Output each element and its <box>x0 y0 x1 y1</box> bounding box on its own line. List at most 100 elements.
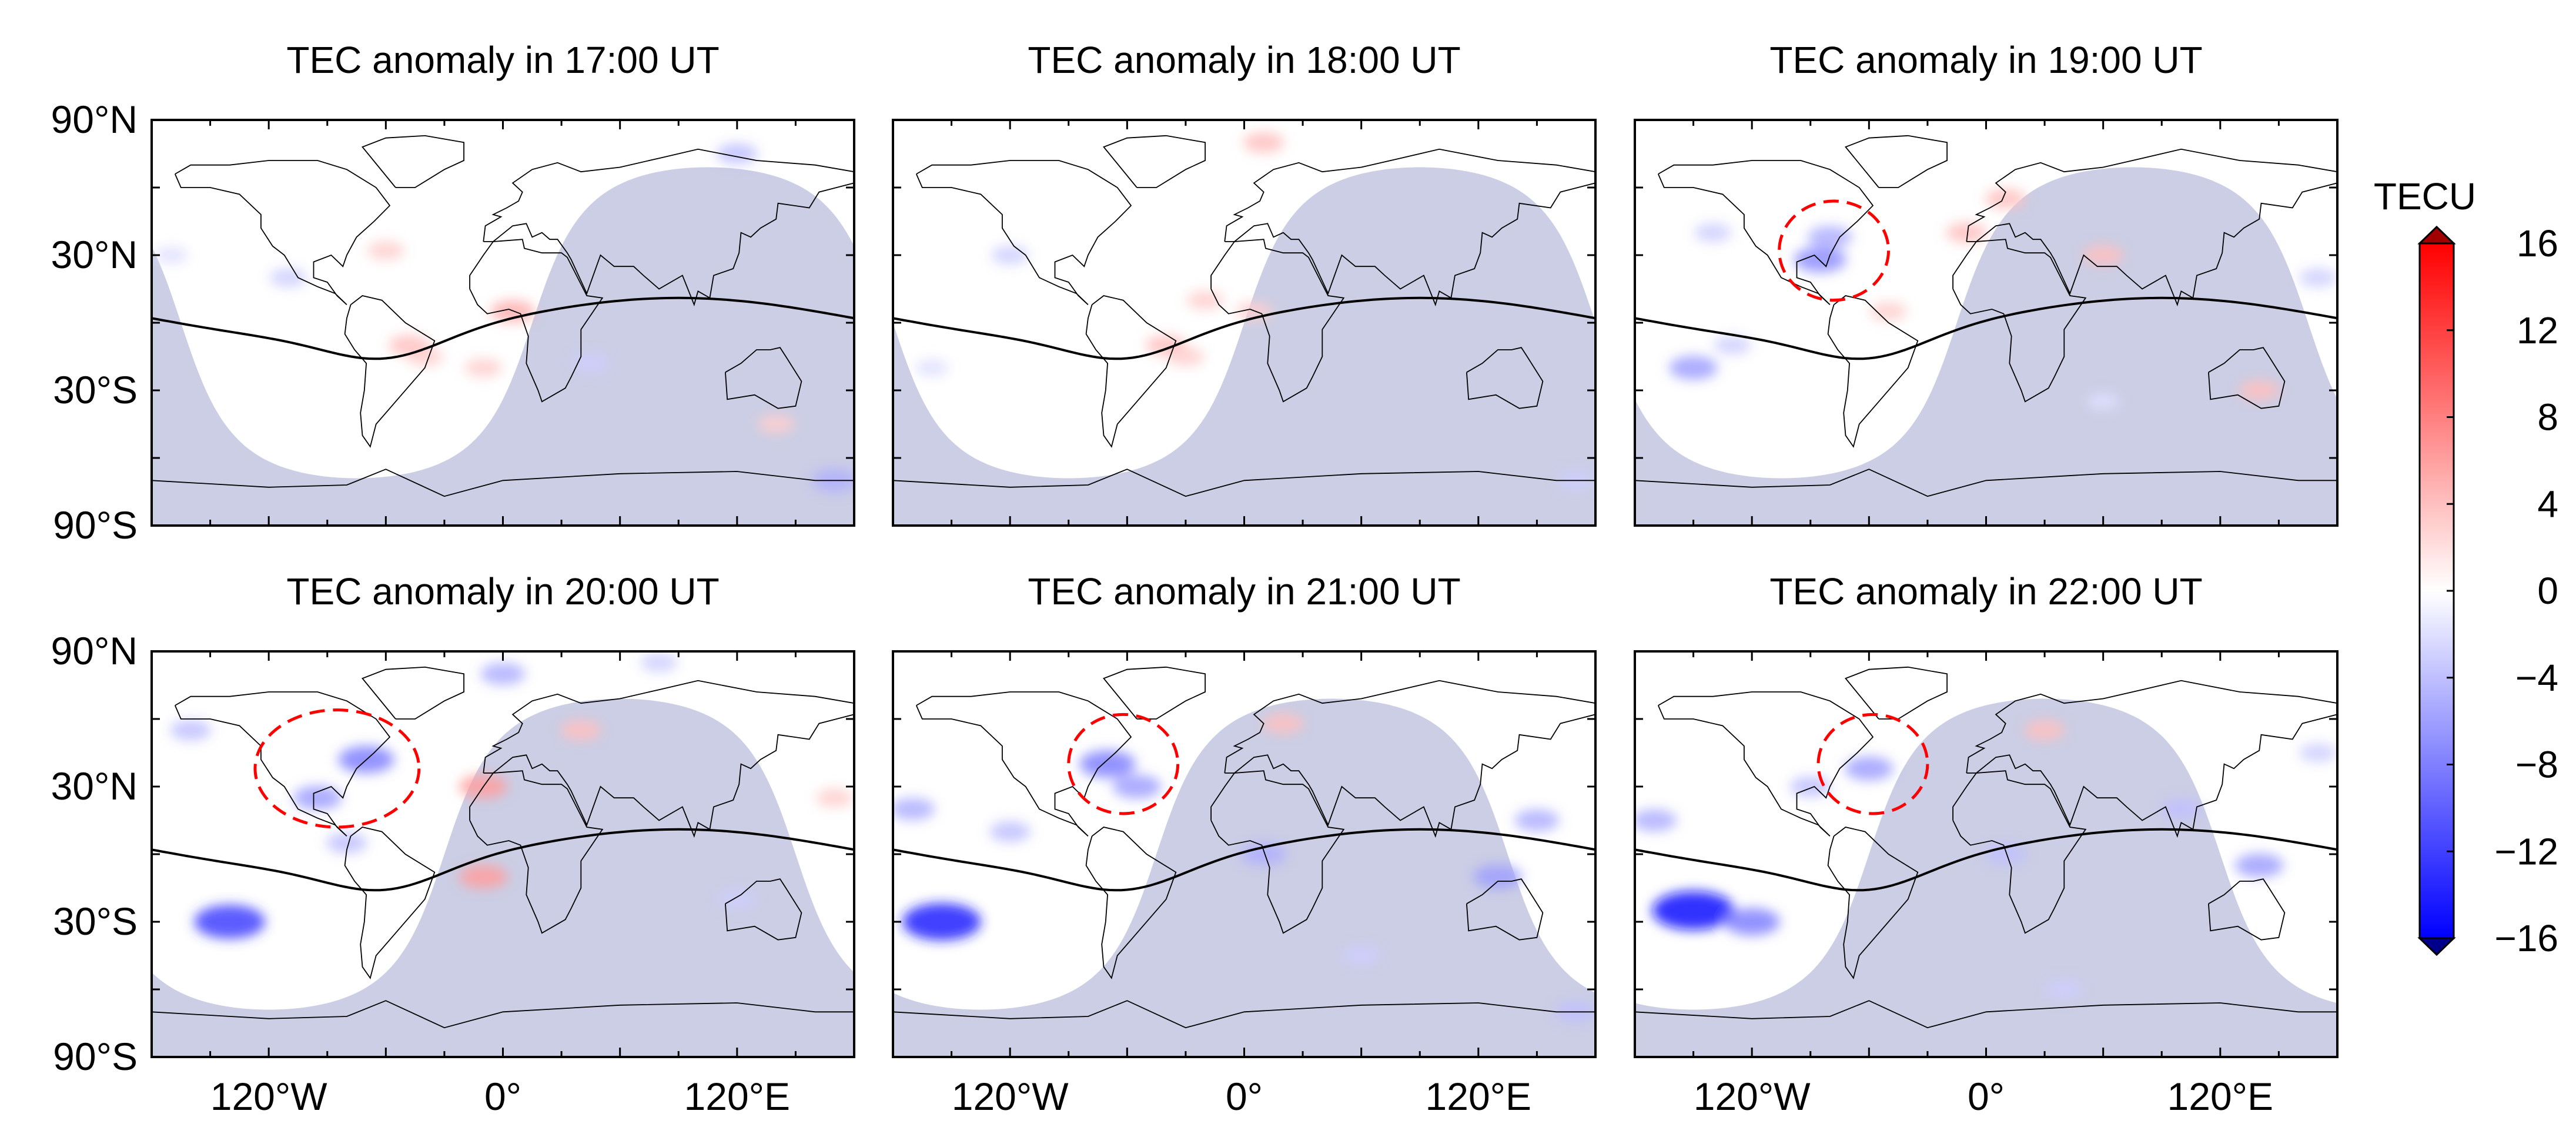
map-panel-3: TEC anomaly in 19:00 UT <box>1634 39 2339 527</box>
colorbar-tick-label: 12 <box>2517 309 2558 352</box>
anomaly-layer <box>893 713 1595 1022</box>
magnetic-equator-line <box>893 828 1595 892</box>
coastline <box>725 878 802 941</box>
anomaly-blob <box>902 903 981 941</box>
coastline <box>1966 680 2337 838</box>
panel-title: TEC anomaly in 22:00 UT <box>1769 570 2202 613</box>
anomaly-blob <box>2086 393 2120 410</box>
colorbar-label: TECU <box>2374 175 2476 218</box>
anomaly-blob <box>1112 774 1162 799</box>
axis-ticks <box>892 650 1597 1058</box>
map-area <box>1635 651 2337 1057</box>
anomaly-blob <box>1807 226 1852 249</box>
map-area <box>152 120 854 526</box>
coastline <box>469 770 604 934</box>
coastline <box>1224 148 1595 307</box>
x-tick-label: 0° <box>1226 1075 1263 1118</box>
anomaly-blob <box>1167 347 1205 366</box>
colorbar-tick-label: −12 <box>2494 830 2558 872</box>
coastline <box>469 239 604 403</box>
coastline <box>362 666 464 720</box>
coastline <box>1827 827 1919 979</box>
highlight-circle <box>1778 199 1891 302</box>
anomaly-blob <box>464 358 502 377</box>
night-shade <box>1635 698 2337 1057</box>
anomaly-blob <box>2299 268 2337 287</box>
colorbar-tick-label: 4 <box>2537 483 2558 525</box>
coastline <box>893 1000 1595 1029</box>
anomaly-blob <box>1869 302 1908 322</box>
anomaly-blob <box>1241 843 1286 865</box>
coastline <box>1466 878 1544 941</box>
coastline <box>1657 691 1874 837</box>
highlight-circle <box>1067 712 1180 815</box>
coastline <box>1085 827 1177 979</box>
coastline <box>483 148 854 307</box>
anomaly-blob <box>1946 222 1988 243</box>
anomaly-layer <box>1669 188 2337 410</box>
axis-ticks <box>150 119 855 527</box>
coastline <box>174 160 391 305</box>
anomaly-blob <box>816 788 854 808</box>
coastline <box>1845 666 1948 720</box>
night-shade <box>1635 167 2337 526</box>
magnetic-equator-line <box>152 828 854 892</box>
anomaly-blob <box>718 889 756 909</box>
anomaly-blob <box>269 268 307 287</box>
anomaly-blob <box>1669 356 1718 380</box>
coastline <box>174 691 391 837</box>
coastline <box>893 469 1595 497</box>
axis-ticks <box>1634 119 2339 527</box>
coastlines <box>152 666 854 1029</box>
anomaly-blob <box>2082 245 2124 266</box>
coastline <box>1952 770 2087 934</box>
map-panel-6: TEC anomaly in 22:00 UT 120°W 0° 120°E <box>1634 570 2339 1118</box>
anomaly-blob <box>572 353 610 373</box>
anomaly-blob <box>893 798 935 821</box>
x-tick-label: 0° <box>1968 1075 2005 1118</box>
anomaly-blob <box>2299 743 2337 762</box>
coastline <box>1827 295 1919 448</box>
highlight-circle <box>1816 712 1929 815</box>
anomaly-blob <box>1079 750 1136 778</box>
anomaly-blob <box>1652 891 1735 930</box>
coastline <box>152 1000 854 1029</box>
highlight-circle <box>253 708 421 829</box>
anomaly-blob <box>1714 336 1751 355</box>
coastline <box>1466 347 1544 409</box>
y-tick-label: 30°S <box>53 368 138 412</box>
coastline <box>1635 469 2337 497</box>
coastlines <box>152 135 854 497</box>
map-panel-1: TEC anomaly in 17:00 UT 90°N 30°N 30°S 90°S <box>51 39 855 547</box>
night-shade <box>893 698 1595 1057</box>
coastline <box>1103 666 1206 720</box>
magnetic-equator-line <box>1635 828 2337 892</box>
panel-title: TEC anomaly in 18:00 UT <box>1028 39 1460 81</box>
colorbar-extend-bottom <box>2417 937 2456 956</box>
x-tick-label: 120°W <box>210 1075 328 1118</box>
anomaly-blob <box>293 785 342 810</box>
anomaly-blob <box>560 720 602 741</box>
anomaly-blob <box>1794 246 1846 273</box>
anomaly-blob <box>1473 864 1523 889</box>
axis-ticks <box>1634 650 2339 1058</box>
coastline <box>725 347 802 409</box>
anomaly-blob <box>1514 809 1560 832</box>
anomaly-layer <box>170 653 854 939</box>
coastline <box>915 160 1132 305</box>
coastline <box>1635 1000 2337 1029</box>
x-tick-label: 0° <box>484 1075 521 1118</box>
anomaly-blob <box>2160 798 2202 819</box>
anomaly-blob <box>1263 713 1304 734</box>
anomaly-blob <box>326 832 367 854</box>
coastline <box>1845 135 1948 188</box>
anomaly-blob <box>1724 908 1780 936</box>
coastlines <box>1635 135 2337 497</box>
coastline <box>2208 878 2286 941</box>
coastline <box>344 827 436 979</box>
map-area <box>152 651 854 1057</box>
coastline <box>1210 239 1345 403</box>
anomaly-blob <box>367 241 404 260</box>
night-shade <box>152 167 854 526</box>
